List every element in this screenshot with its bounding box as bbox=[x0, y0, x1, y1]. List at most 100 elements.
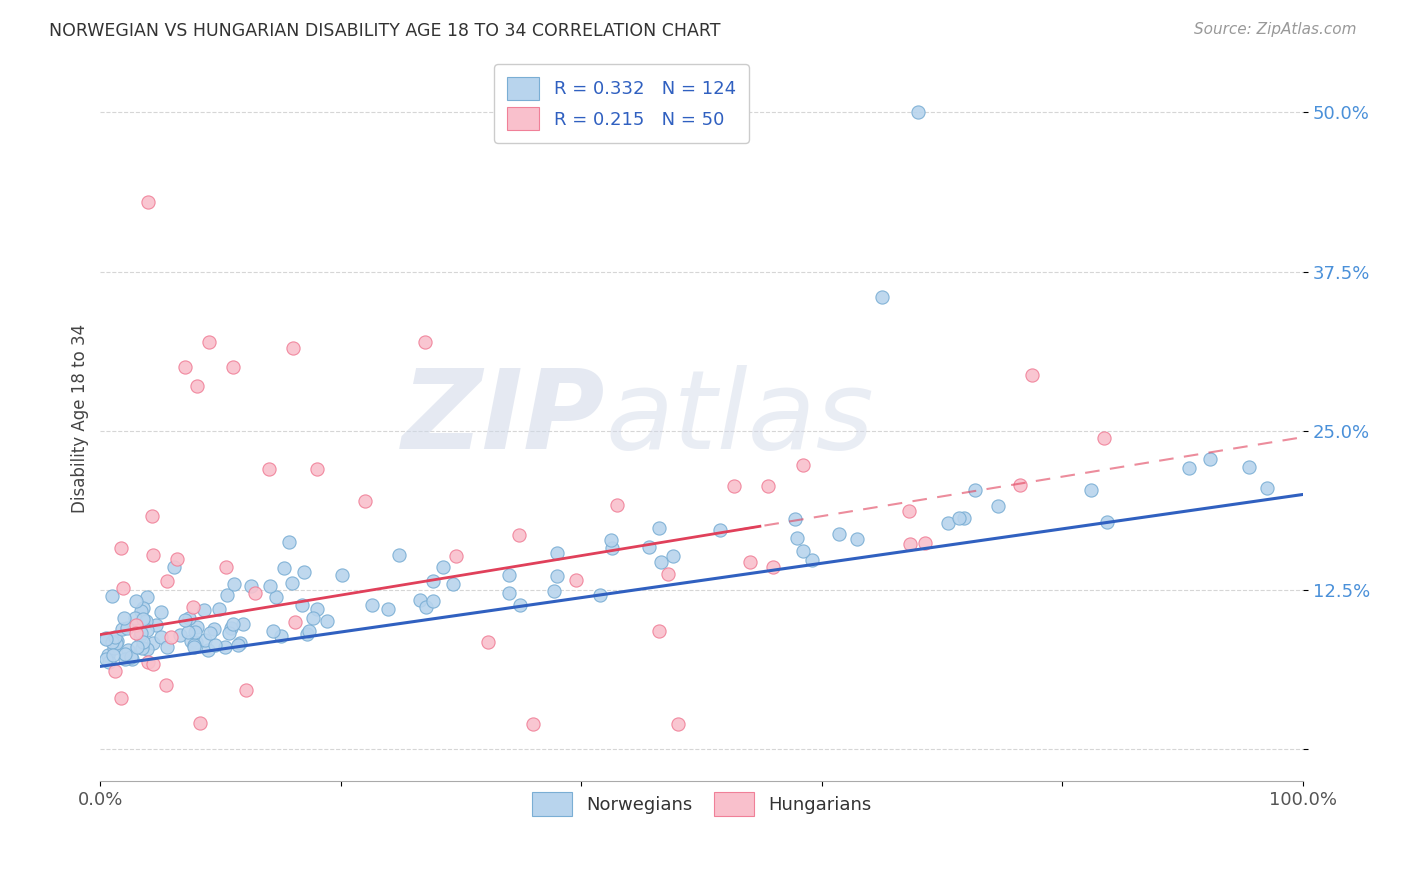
Point bbox=[150, 605, 173, 619]
Point bbox=[97, 648, 120, 662]
Point bbox=[828, 527, 851, 541]
Point bbox=[186, 620, 208, 634]
Point bbox=[783, 512, 806, 526]
Point bbox=[101, 635, 124, 649]
Point bbox=[240, 579, 263, 593]
Point bbox=[762, 559, 785, 574]
Point bbox=[648, 624, 671, 638]
Point bbox=[415, 600, 437, 615]
Point bbox=[546, 546, 568, 560]
Point bbox=[117, 621, 139, 635]
Point bbox=[138, 655, 160, 669]
Point bbox=[224, 577, 246, 591]
Point bbox=[907, 105, 929, 120]
Point bbox=[900, 537, 922, 551]
Point bbox=[135, 615, 157, 629]
Point bbox=[121, 652, 143, 666]
Point bbox=[103, 641, 125, 656]
Point bbox=[217, 588, 239, 602]
Point bbox=[112, 610, 135, 624]
Point bbox=[936, 516, 959, 531]
Point bbox=[104, 630, 127, 644]
Point bbox=[508, 528, 530, 542]
Point bbox=[186, 379, 208, 393]
Point bbox=[522, 716, 544, 731]
Point bbox=[477, 635, 499, 649]
Point bbox=[104, 664, 127, 678]
Point bbox=[188, 716, 211, 731]
Point bbox=[149, 630, 172, 644]
Point bbox=[142, 657, 165, 671]
Point bbox=[124, 611, 146, 625]
Point bbox=[120, 650, 142, 665]
Point bbox=[136, 591, 159, 605]
Point bbox=[117, 642, 139, 657]
Point bbox=[914, 536, 936, 550]
Point bbox=[142, 636, 165, 650]
Point bbox=[277, 534, 299, 549]
Point bbox=[709, 524, 731, 538]
Point bbox=[160, 630, 183, 644]
Point bbox=[270, 629, 292, 643]
Point bbox=[264, 591, 287, 605]
Point bbox=[114, 652, 136, 666]
Point bbox=[177, 611, 200, 625]
Point bbox=[226, 638, 249, 652]
Point bbox=[194, 633, 217, 648]
Point bbox=[135, 623, 157, 637]
Point bbox=[184, 635, 207, 649]
Point bbox=[422, 594, 444, 608]
Point bbox=[193, 603, 215, 617]
Point bbox=[257, 462, 280, 476]
Point bbox=[498, 568, 520, 582]
Point bbox=[174, 613, 197, 627]
Point bbox=[565, 573, 588, 587]
Point bbox=[243, 586, 266, 600]
Point bbox=[422, 574, 444, 588]
Point bbox=[602, 541, 624, 556]
Point bbox=[183, 640, 205, 654]
Point bbox=[315, 614, 337, 628]
Point bbox=[298, 624, 321, 639]
Point bbox=[953, 510, 976, 524]
Point bbox=[129, 625, 152, 640]
Point bbox=[281, 576, 304, 591]
Point bbox=[800, 553, 823, 567]
Point bbox=[792, 458, 814, 472]
Point bbox=[111, 622, 134, 636]
Point bbox=[740, 555, 762, 569]
Point bbox=[723, 479, 745, 493]
Point bbox=[295, 627, 318, 641]
Point bbox=[294, 565, 316, 579]
Text: NORWEGIAN VS HUNGARIAN DISABILITY AGE 18 TO 34 CORRELATION CHART: NORWEGIAN VS HUNGARIAN DISABILITY AGE 18… bbox=[49, 22, 721, 40]
Point bbox=[606, 498, 628, 512]
Point bbox=[136, 641, 159, 656]
Point bbox=[235, 683, 257, 698]
Point bbox=[259, 579, 281, 593]
Point bbox=[898, 504, 921, 518]
Point bbox=[1178, 461, 1201, 475]
Point bbox=[183, 625, 205, 640]
Point bbox=[1008, 478, 1031, 492]
Point bbox=[221, 616, 243, 631]
Point bbox=[792, 543, 814, 558]
Point bbox=[202, 622, 225, 636]
Point bbox=[446, 549, 468, 563]
Point bbox=[432, 560, 454, 574]
Point bbox=[141, 509, 163, 524]
Point bbox=[105, 636, 128, 650]
Point bbox=[1080, 483, 1102, 497]
Point bbox=[262, 624, 284, 638]
Point bbox=[498, 586, 520, 600]
Point bbox=[215, 560, 238, 574]
Point bbox=[284, 615, 307, 629]
Point bbox=[138, 194, 160, 209]
Point bbox=[638, 541, 661, 555]
Point bbox=[155, 678, 177, 692]
Point bbox=[197, 643, 219, 657]
Point bbox=[1021, 368, 1043, 382]
Point bbox=[302, 611, 325, 625]
Point bbox=[114, 647, 136, 661]
Point bbox=[103, 648, 125, 662]
Point bbox=[657, 566, 679, 581]
